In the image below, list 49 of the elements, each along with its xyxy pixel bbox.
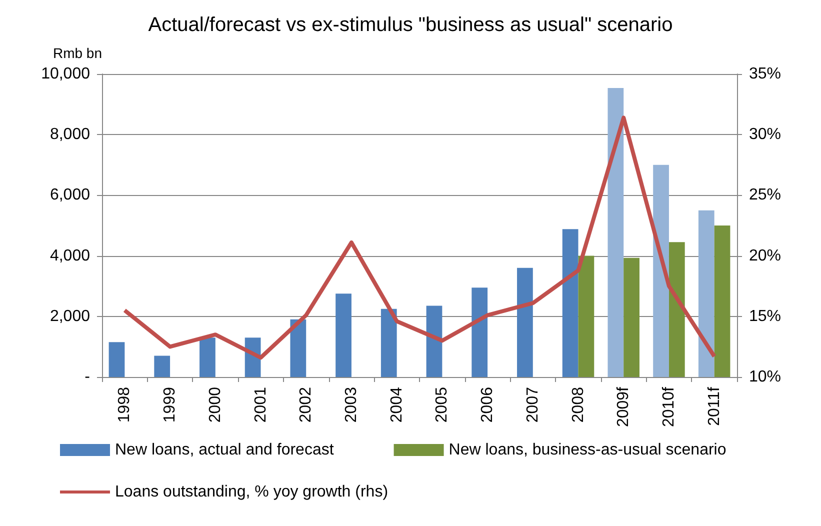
chart-title: Actual/forecast vs ex-stimulus "business as usual" scenario [148, 14, 673, 36]
y2-tick-label: 25% [749, 186, 782, 204]
bar [517, 268, 533, 377]
x-tick-label: 2011f [706, 386, 723, 426]
y-tick-label: 8,000 [50, 126, 90, 144]
bar [714, 226, 730, 377]
bar [668, 242, 685, 377]
x-tick-label: 1998 [116, 386, 134, 423]
x-tick-label: 2000 [206, 386, 224, 423]
y-tick-label: - [84, 368, 90, 386]
y-tick-label: 4,000 [50, 247, 90, 264]
bar [653, 164, 669, 377]
legend-label: Loans outstanding, % yoy growth (rhs) [115, 484, 388, 500]
legend-label: New loans, actual and forecast [115, 442, 334, 458]
bar [426, 306, 442, 377]
x-tick-label: 1999 [162, 386, 179, 423]
bar [200, 338, 216, 377]
bar [290, 319, 306, 377]
bar [336, 294, 352, 377]
y-tick-label: 6,000 [50, 186, 90, 204]
x-tick-label: 2001 [252, 386, 270, 423]
bar [562, 229, 578, 377]
y2-tick-label: 15% [749, 308, 782, 325]
bar [698, 210, 714, 377]
bar [472, 288, 488, 377]
y-tick-label: 2,000 [50, 308, 90, 325]
bar [578, 256, 594, 377]
bar [108, 342, 125, 377]
y-axis-title: Rmb bn [52, 45, 102, 61]
legend-label: New loans, business-as-usual scenario [448, 442, 726, 458]
y2-tick-label: 35% [749, 66, 782, 82]
x-tick-label: 2009f [615, 386, 632, 428]
x-tick-label: 2004 [388, 386, 406, 423]
bar [624, 258, 640, 377]
line-series [122, 116, 716, 360]
bar [380, 308, 397, 377]
x-tick-label: 2002 [298, 386, 315, 423]
x-tick-label: 2007 [524, 386, 542, 423]
x-tick-label: 2008 [570, 386, 587, 423]
y2-tick-label: 30% [749, 126, 782, 144]
y2-tick-label: 20% [749, 247, 782, 264]
y-tick-label: 10,000 [41, 66, 90, 82]
x-tick-label: 2005 [434, 386, 451, 423]
bar [608, 88, 624, 377]
x-tick-label: 2010f [660, 386, 678, 428]
bar [154, 356, 170, 377]
x-tick-label: 2006 [479, 386, 496, 423]
y2-tick-label: 10% [749, 368, 782, 386]
x-tick-label: 2003 [342, 386, 360, 423]
